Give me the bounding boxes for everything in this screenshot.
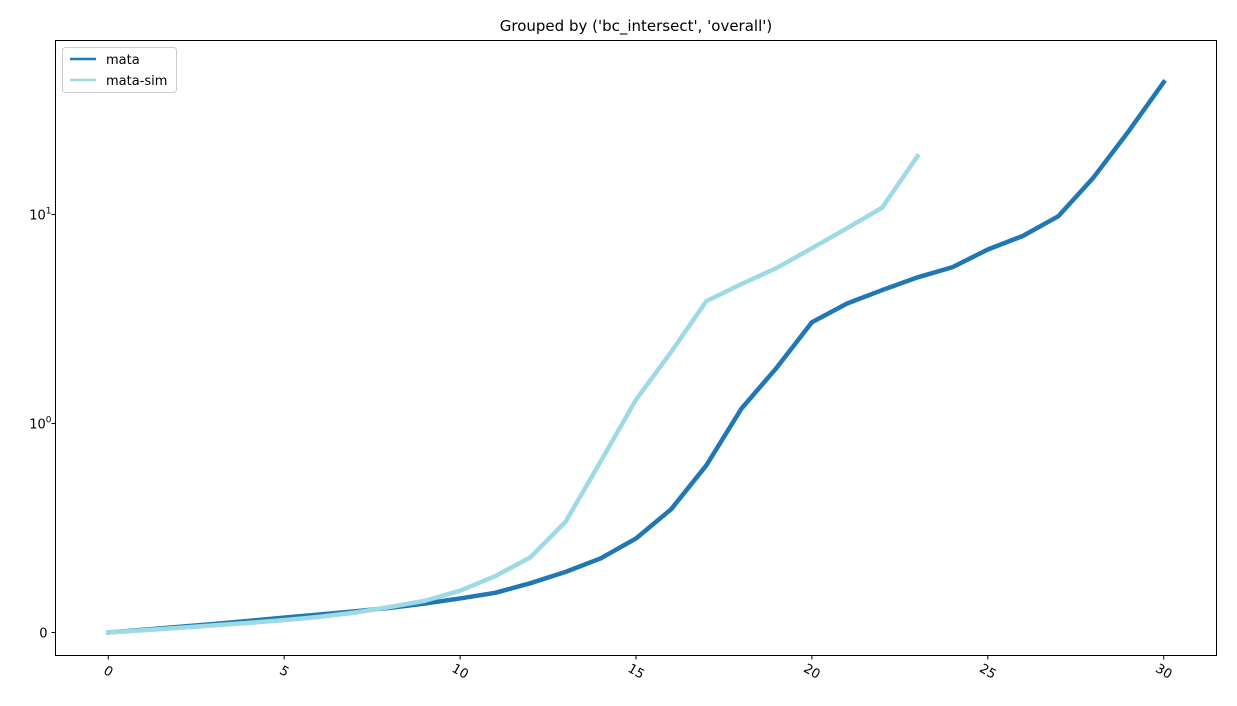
x-tick-label: 25 bbox=[977, 661, 999, 682]
x-tick-label: 15 bbox=[625, 661, 647, 682]
series-line-mata bbox=[105, 78, 1167, 635]
y-tick-label: 0 bbox=[39, 627, 47, 642]
plot-frame bbox=[55, 40, 1217, 656]
x-tick-label: 10 bbox=[449, 661, 471, 682]
x-tick-label: 0 bbox=[101, 663, 116, 680]
legend-label-mata-sim: mata-sim bbox=[106, 74, 167, 89]
x-tick-label: 30 bbox=[1153, 661, 1175, 682]
plot-lines bbox=[105, 78, 1167, 635]
x-axis: 0 5 10 15 20 25 30 bbox=[101, 655, 1175, 683]
x-tick-label: 20 bbox=[801, 661, 823, 682]
y-tick-label: 100 bbox=[29, 416, 52, 433]
x-tick-label: 5 bbox=[277, 663, 292, 680]
legend: mata mata-sim bbox=[62, 47, 177, 93]
y-axis: 0 100 101 bbox=[29, 206, 56, 642]
y-tick-label: 101 bbox=[29, 206, 51, 223]
legend-label-mata: mata bbox=[106, 53, 140, 68]
chart-title: Grouped by ('bc_intersect', 'overall') bbox=[500, 17, 772, 36]
series-line-mata-sim bbox=[105, 153, 921, 635]
